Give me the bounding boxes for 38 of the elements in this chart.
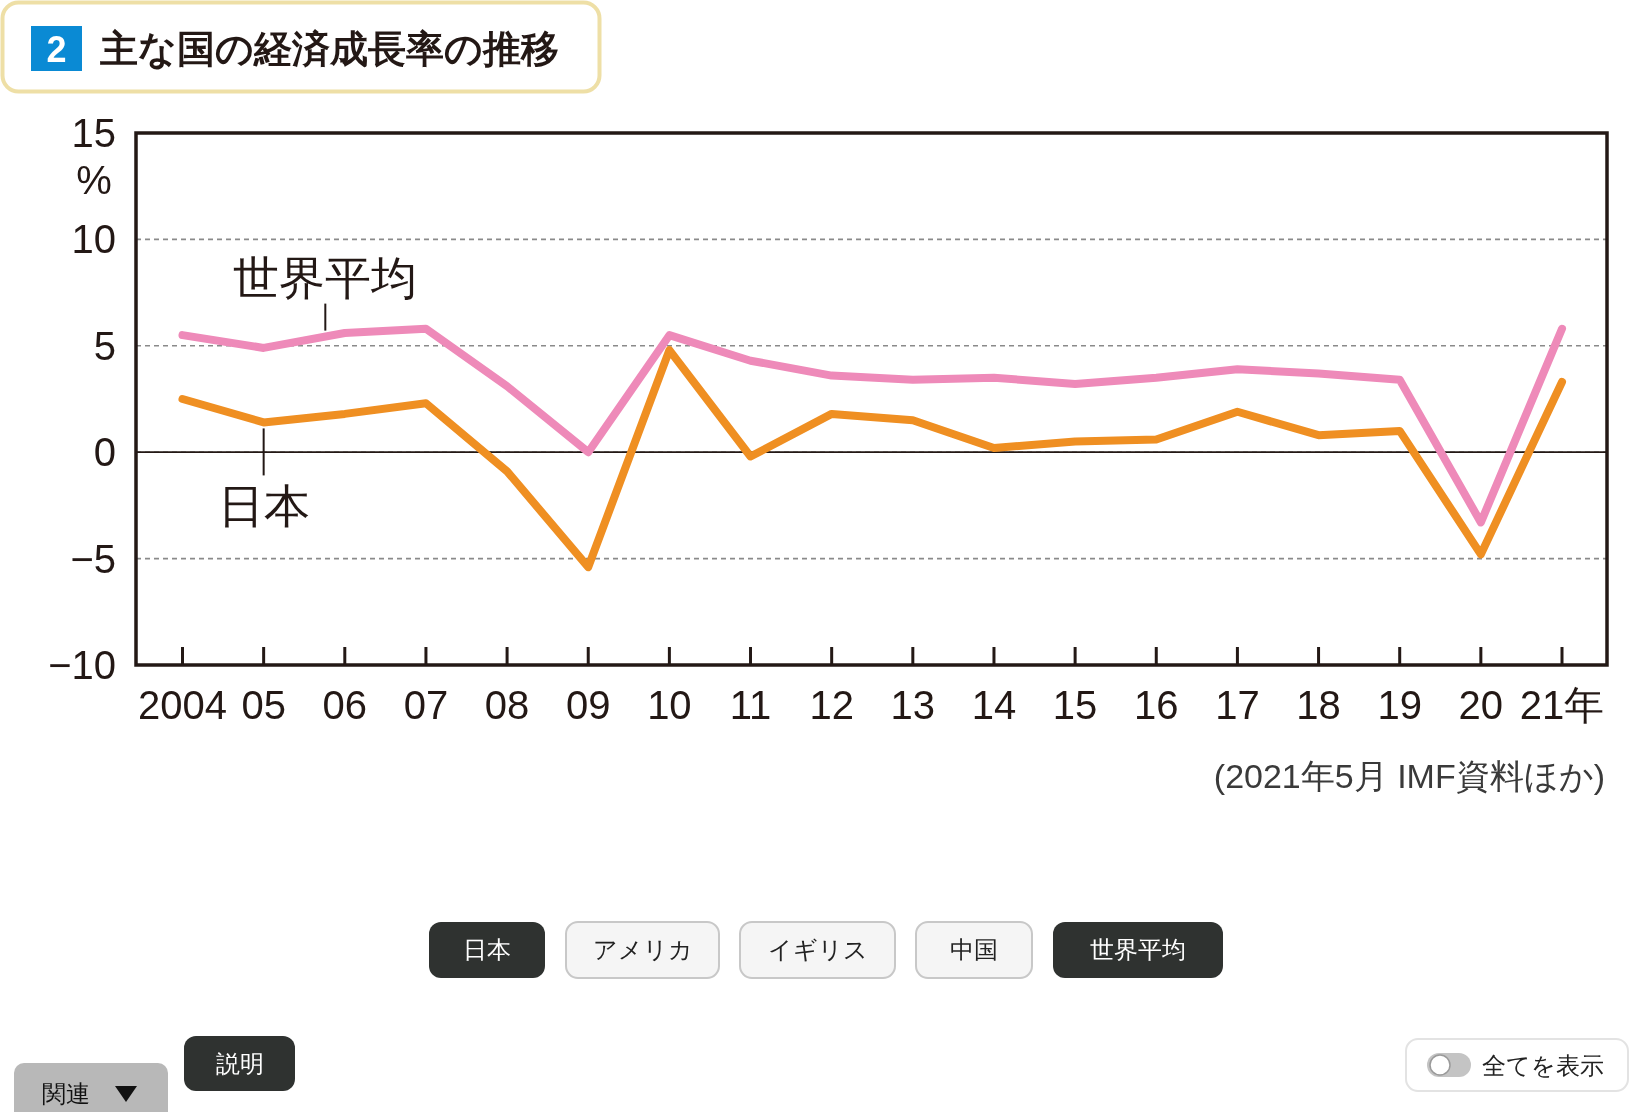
- y-tick-label: −10: [48, 643, 116, 687]
- text: アメリカ: [592, 936, 693, 963]
- text: イギリス: [767, 936, 868, 963]
- series-label: 日本: [217, 480, 310, 533]
- y-axis-title: %: [76, 158, 112, 202]
- x-tick-label: 13: [890, 683, 936, 727]
- x-tick-label: 2004: [138, 683, 227, 727]
- text: (2021年5月 IMF資料ほか): [1213, 757, 1605, 795]
- text: 中国: [950, 936, 998, 963]
- x-tick-label: 20: [1458, 683, 1504, 727]
- x-tick-label: 18: [1296, 683, 1341, 727]
- text: 説明: [215, 1050, 264, 1077]
- text: 世界平均: [1090, 936, 1186, 963]
- x-tick-label: 12: [809, 683, 854, 727]
- y-tick-label: 10: [71, 217, 116, 262]
- text: 日本: [463, 936, 511, 963]
- y-tick-label: −5: [70, 536, 116, 581]
- x-tick-label: 17: [1215, 683, 1260, 727]
- x-tick-label: 19: [1377, 683, 1422, 727]
- x-tick-label: 15: [1052, 683, 1098, 727]
- text: 関連: [42, 1080, 90, 1107]
- x-tick-label: 14: [971, 683, 1017, 727]
- x-tick-label: 08: [484, 683, 530, 727]
- text: 2: [46, 29, 67, 70]
- y-tick-label: 0: [93, 430, 116, 475]
- x-tick-label: 16: [1134, 683, 1179, 727]
- y-tick-label: 15: [71, 111, 116, 155]
- y-tick-label: 5: [93, 323, 116, 368]
- x-tick-label: 05: [241, 683, 286, 727]
- series-label: 世界平均: [233, 251, 418, 304]
- x-tick-label: 07: [403, 683, 449, 727]
- x-tick-label: 21年: [1519, 683, 1605, 727]
- x-tick-label: 06: [322, 683, 368, 727]
- x-tick-label: 09: [565, 683, 611, 727]
- text: 全てを表示: [1482, 1052, 1604, 1079]
- chart-title: 主な国の経済成長率の推移: [100, 28, 559, 70]
- x-tick-label: 10: [647, 683, 692, 727]
- x-tick-label: 11: [729, 683, 772, 727]
